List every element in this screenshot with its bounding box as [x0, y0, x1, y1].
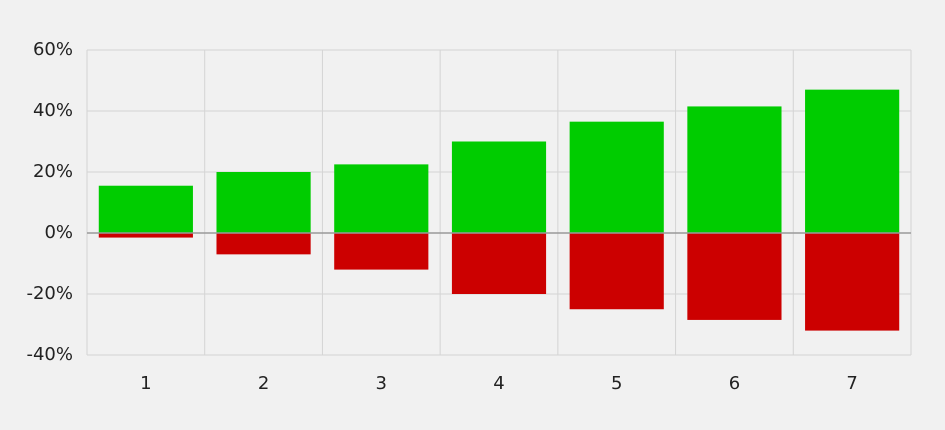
bar	[216, 172, 311, 233]
bar	[805, 233, 900, 331]
y-tick-label: 20%	[33, 161, 73, 182]
x-tick-label: 3	[376, 373, 387, 394]
bar	[451, 141, 547, 233]
bar	[569, 233, 664, 310]
x-tick-label: 4	[493, 373, 504, 394]
bar	[334, 233, 429, 270]
bar	[98, 233, 193, 238]
y-tick-label: -40%	[26, 344, 73, 365]
bar	[569, 121, 664, 233]
bar	[687, 106, 782, 233]
bar	[334, 164, 429, 233]
bar	[805, 89, 900, 234]
x-tick-label: 1	[140, 373, 151, 394]
y-tick-label: 0%	[44, 222, 73, 243]
bar	[216, 233, 311, 255]
bar	[98, 185, 193, 233]
y-tick-label: 40%	[33, 100, 73, 121]
bar	[687, 233, 782, 320]
bar	[451, 233, 547, 294]
x-tick-label: 7	[846, 373, 857, 394]
x-tick-label: 5	[611, 373, 622, 394]
x-tick-label: 2	[258, 373, 269, 394]
y-tick-label: -20%	[26, 283, 73, 304]
x-tick-label: 6	[729, 373, 740, 394]
y-tick-label: 60%	[33, 39, 73, 60]
